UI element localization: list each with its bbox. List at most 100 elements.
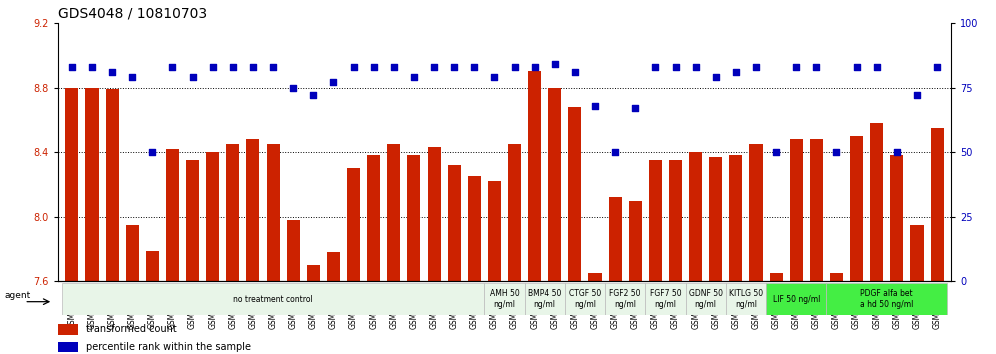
Point [849,64,865,70]
Bar [645,283,685,315]
Bar [669,160,682,354]
Bar [327,252,340,354]
Text: percentile rank within the sample: percentile rank within the sample [86,342,251,352]
Text: PDGF alfa bet
a hd 50 ng/ml: PDGF alfa bet a hd 50 ng/ml [861,290,913,309]
Bar [468,176,481,354]
Point [809,64,825,70]
Bar [565,283,606,315]
Text: LIF 50 ng/ml: LIF 50 ng/ml [773,295,820,304]
Bar [186,160,199,354]
Point [587,103,603,109]
Bar [606,283,645,315]
Point [426,64,442,70]
Point [829,149,845,155]
Bar [226,144,239,354]
Point [346,64,362,70]
Point [124,74,140,80]
Bar [910,225,923,354]
Bar [729,155,742,354]
Bar [66,87,79,354]
Point [466,64,482,70]
Bar [125,225,138,354]
Bar [447,165,461,354]
Text: KITLG 50
ng/ml: KITLG 50 ng/ml [729,290,763,309]
Bar [166,149,179,354]
Point [164,64,180,70]
Point [909,92,925,98]
Bar [525,283,565,315]
Point [667,64,683,70]
Bar [770,273,783,354]
Point [567,69,583,75]
Bar [206,152,219,354]
Bar [548,87,562,354]
Point [265,64,281,70]
Bar [648,160,662,354]
Bar [387,144,400,354]
Point [527,64,543,70]
Bar [287,220,300,354]
Bar [407,155,420,354]
Bar [810,139,823,354]
Bar [86,87,99,354]
Bar [628,201,641,354]
Point [647,64,663,70]
Point [708,74,724,80]
Bar [827,283,947,315]
Bar [106,89,119,354]
Bar [589,273,602,354]
Bar [267,144,280,354]
Bar [569,107,582,354]
Text: FGF2 50
ng/ml: FGF2 50 ng/ml [610,290,641,309]
Bar [58,324,78,335]
Point [507,64,523,70]
Text: agent: agent [5,291,31,300]
Point [608,149,623,155]
Point [446,64,462,70]
Point [184,74,200,80]
Bar [347,169,361,354]
Point [486,74,502,80]
Bar [528,72,541,354]
Point [225,64,241,70]
Bar [890,155,903,354]
Bar [246,139,260,354]
Point [245,64,261,70]
Bar [58,342,78,352]
Bar [368,155,380,354]
Text: GDNF 50
ng/ml: GDNF 50 ng/ml [688,290,723,309]
Bar [488,181,501,354]
Point [888,149,904,155]
Point [64,64,80,70]
Bar [609,198,622,354]
Point [105,69,121,75]
Bar [709,157,722,354]
Bar [307,265,320,354]
Text: CTGF 50
ng/ml: CTGF 50 ng/ml [569,290,602,309]
Bar [871,123,883,354]
Bar [62,283,484,315]
Point [687,64,703,70]
Point [869,64,884,70]
Bar [766,283,827,315]
Text: BMP4 50
ng/ml: BMP4 50 ng/ml [528,290,562,309]
Text: FGF7 50
ng/ml: FGF7 50 ng/ml [649,290,681,309]
Point [788,64,804,70]
Point [547,62,563,67]
Bar [930,128,943,354]
Point [285,85,301,91]
Bar [790,139,803,354]
Bar [508,144,521,354]
Bar [726,283,766,315]
Point [366,64,381,70]
Text: AMH 50
ng/ml: AMH 50 ng/ml [490,290,519,309]
Bar [484,283,525,315]
Bar [427,147,440,354]
Bar [145,251,159,354]
Bar [830,273,843,354]
Point [406,74,422,80]
Point [385,64,401,70]
Text: no treatment control: no treatment control [233,295,313,304]
Point [768,149,784,155]
Point [205,64,221,70]
